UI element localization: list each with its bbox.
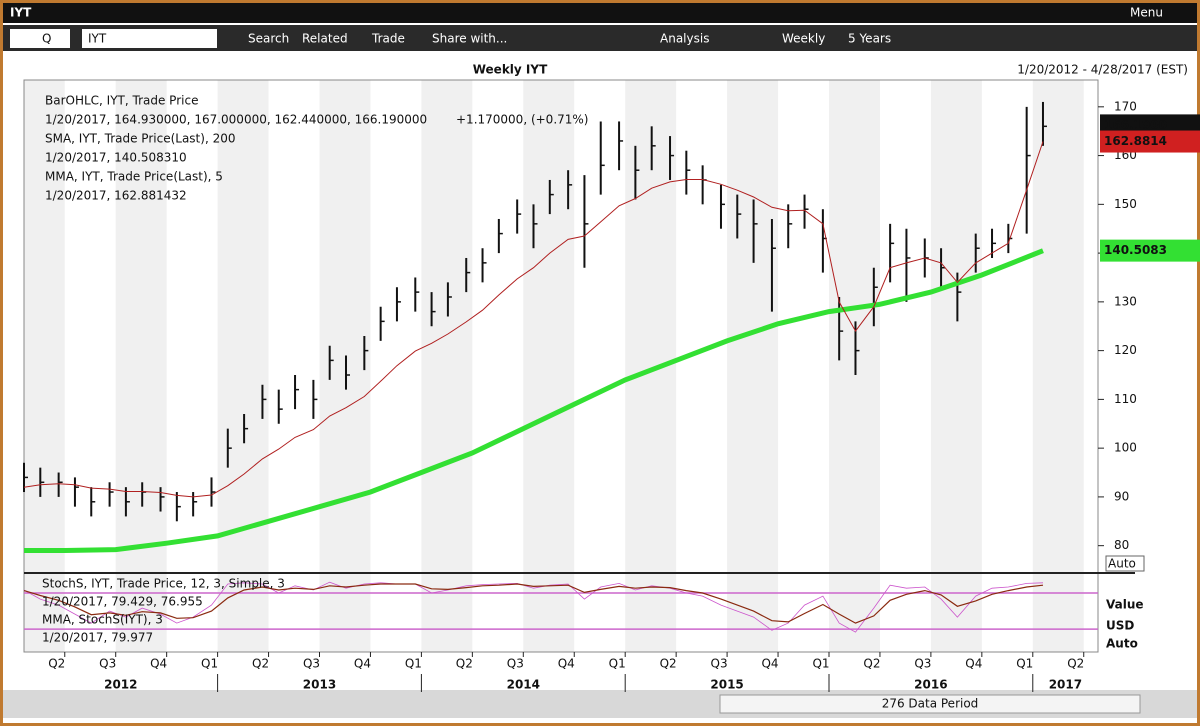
x-tick-label: Q2 [660,657,677,671]
year-label: 2017 [1049,678,1082,692]
year-label: 2014 [507,678,540,692]
ticker-input[interactable] [82,29,217,48]
x-tick-label: Q3 [99,657,116,671]
x-tick-label: Q2 [863,657,880,671]
status: 276 Data Period [882,697,979,711]
window-title: IYT [10,6,32,20]
scroll-thumb[interactable] [719,694,1141,714]
x-tick-label: Q3 [303,657,320,671]
toolbar-button[interactable]: Search [248,32,289,46]
stoch-line [23,583,1044,624]
x-tick-label: Q1 [405,657,422,671]
x-tick-label: Q1 [1016,657,1033,671]
toolbar-button[interactable]: Analysis [660,32,709,46]
legend-text: 1/20/2017, 164.930000, 167.000000, 162.4… [45,113,427,127]
y-tick-label: 130 [1114,294,1137,308]
legend-text: 1/20/2017, 79.977 [42,631,153,645]
axis-label: Value [1106,598,1144,612]
auto-label: Auto [1108,557,1136,571]
axis-label: Auto [1106,637,1138,651]
y-tick-label: 110 [1114,392,1137,406]
quarter-band [930,80,982,652]
quarter-band [115,80,167,652]
legend-text: BarOHLC, IYT, Trade Price [45,94,198,108]
quarter-band [523,80,575,652]
quarter-band [625,80,677,652]
year-label: 2013 [303,678,336,692]
y-tick-label: 170 [1114,99,1137,113]
quarter-band [1032,80,1084,652]
x-tick-label: Q4 [354,657,371,671]
legend-change: +1.170000, (+0.71%) [456,113,588,127]
y-tick-label: 90 [1114,489,1129,503]
quarter-band [828,80,880,652]
mma-line [23,141,1044,498]
menu[interactable]: Menu [1130,6,1163,20]
ticker: IYT [88,32,107,46]
quarter-band [421,80,473,652]
quarter-band [217,80,269,652]
x-tick-label: Q2 [1067,657,1084,671]
legend-text: SMA, IYT, Trade Price(Last), 200 [45,132,235,146]
x-tick-label: Q3 [507,657,524,671]
year-label: 2012 [104,678,137,692]
toolbar-button[interactable]: Weekly [782,32,825,46]
last-value-label: 162.8814 [1104,134,1167,148]
plot-frame [23,79,1099,653]
x-tick-label: Q4 [965,657,982,671]
x-tick-label: Q1 [609,657,626,671]
x-tick-label: Q1 [201,657,218,671]
legend-text: StochS, IYT, Trade Price, 12, 3, Simple,… [42,577,285,591]
security-type-box[interactable] [10,29,70,48]
toolbar-button[interactable]: Share with... [432,32,507,46]
chart-subtitle: 1/20/2012 - 4/28/2017 (EST) [1017,63,1188,77]
last-value-label: 140.5083 [1104,243,1167,257]
year-label: 2015 [710,678,743,692]
x-tick-label: Q3 [914,657,931,671]
axis-label: USD [1106,619,1134,633]
legend-text: MMA, StochS(IYT), 3 [42,613,163,627]
x-tick-label: Q4 [558,657,575,671]
toolbar-button[interactable]: Trade [371,32,405,46]
y-tick-label: 150 [1114,197,1137,211]
toolbar-button[interactable]: Related [302,32,348,46]
legend-text: 1/20/2017, 140.508310 [45,151,187,165]
title-bar [3,3,1197,23]
toolbar-button[interactable]: 5 Years [848,32,891,46]
legend-text: MMA, IYT, Trade Price(Last), 5 [45,170,223,184]
last-value-label: 166.1900 [1104,118,1167,132]
x-tick-label: Q2 [48,657,65,671]
frame [3,3,1197,723]
year-label: 2016 [914,678,947,692]
chart-title: Weekly IYT [473,63,548,77]
sma-line [24,248,1044,553]
security-type: Q [42,32,51,46]
quarter-band [727,80,779,652]
x-tick-label: Q2 [252,657,269,671]
legend-text: 1/20/2017, 162.881432 [45,189,187,203]
last-value-tag [1100,239,1200,262]
auto-button[interactable] [1105,555,1145,572]
x-tick-label: Q4 [761,657,778,671]
last-value-tag [1100,130,1200,153]
quarter-band [319,80,371,652]
legend-text: 1/20/2017, 79.429, 76.955 [42,595,203,609]
x-tick-label: Q1 [812,657,829,671]
x-tick-label: Q4 [150,657,167,671]
y-tick-label: 80 [1114,538,1129,552]
x-tick-label: Q3 [711,657,728,671]
y-tick-label: 120 [1114,343,1137,357]
quarter-band [24,80,65,652]
y-tick-label: 100 [1114,441,1137,455]
x-tick-label: Q2 [456,657,473,671]
